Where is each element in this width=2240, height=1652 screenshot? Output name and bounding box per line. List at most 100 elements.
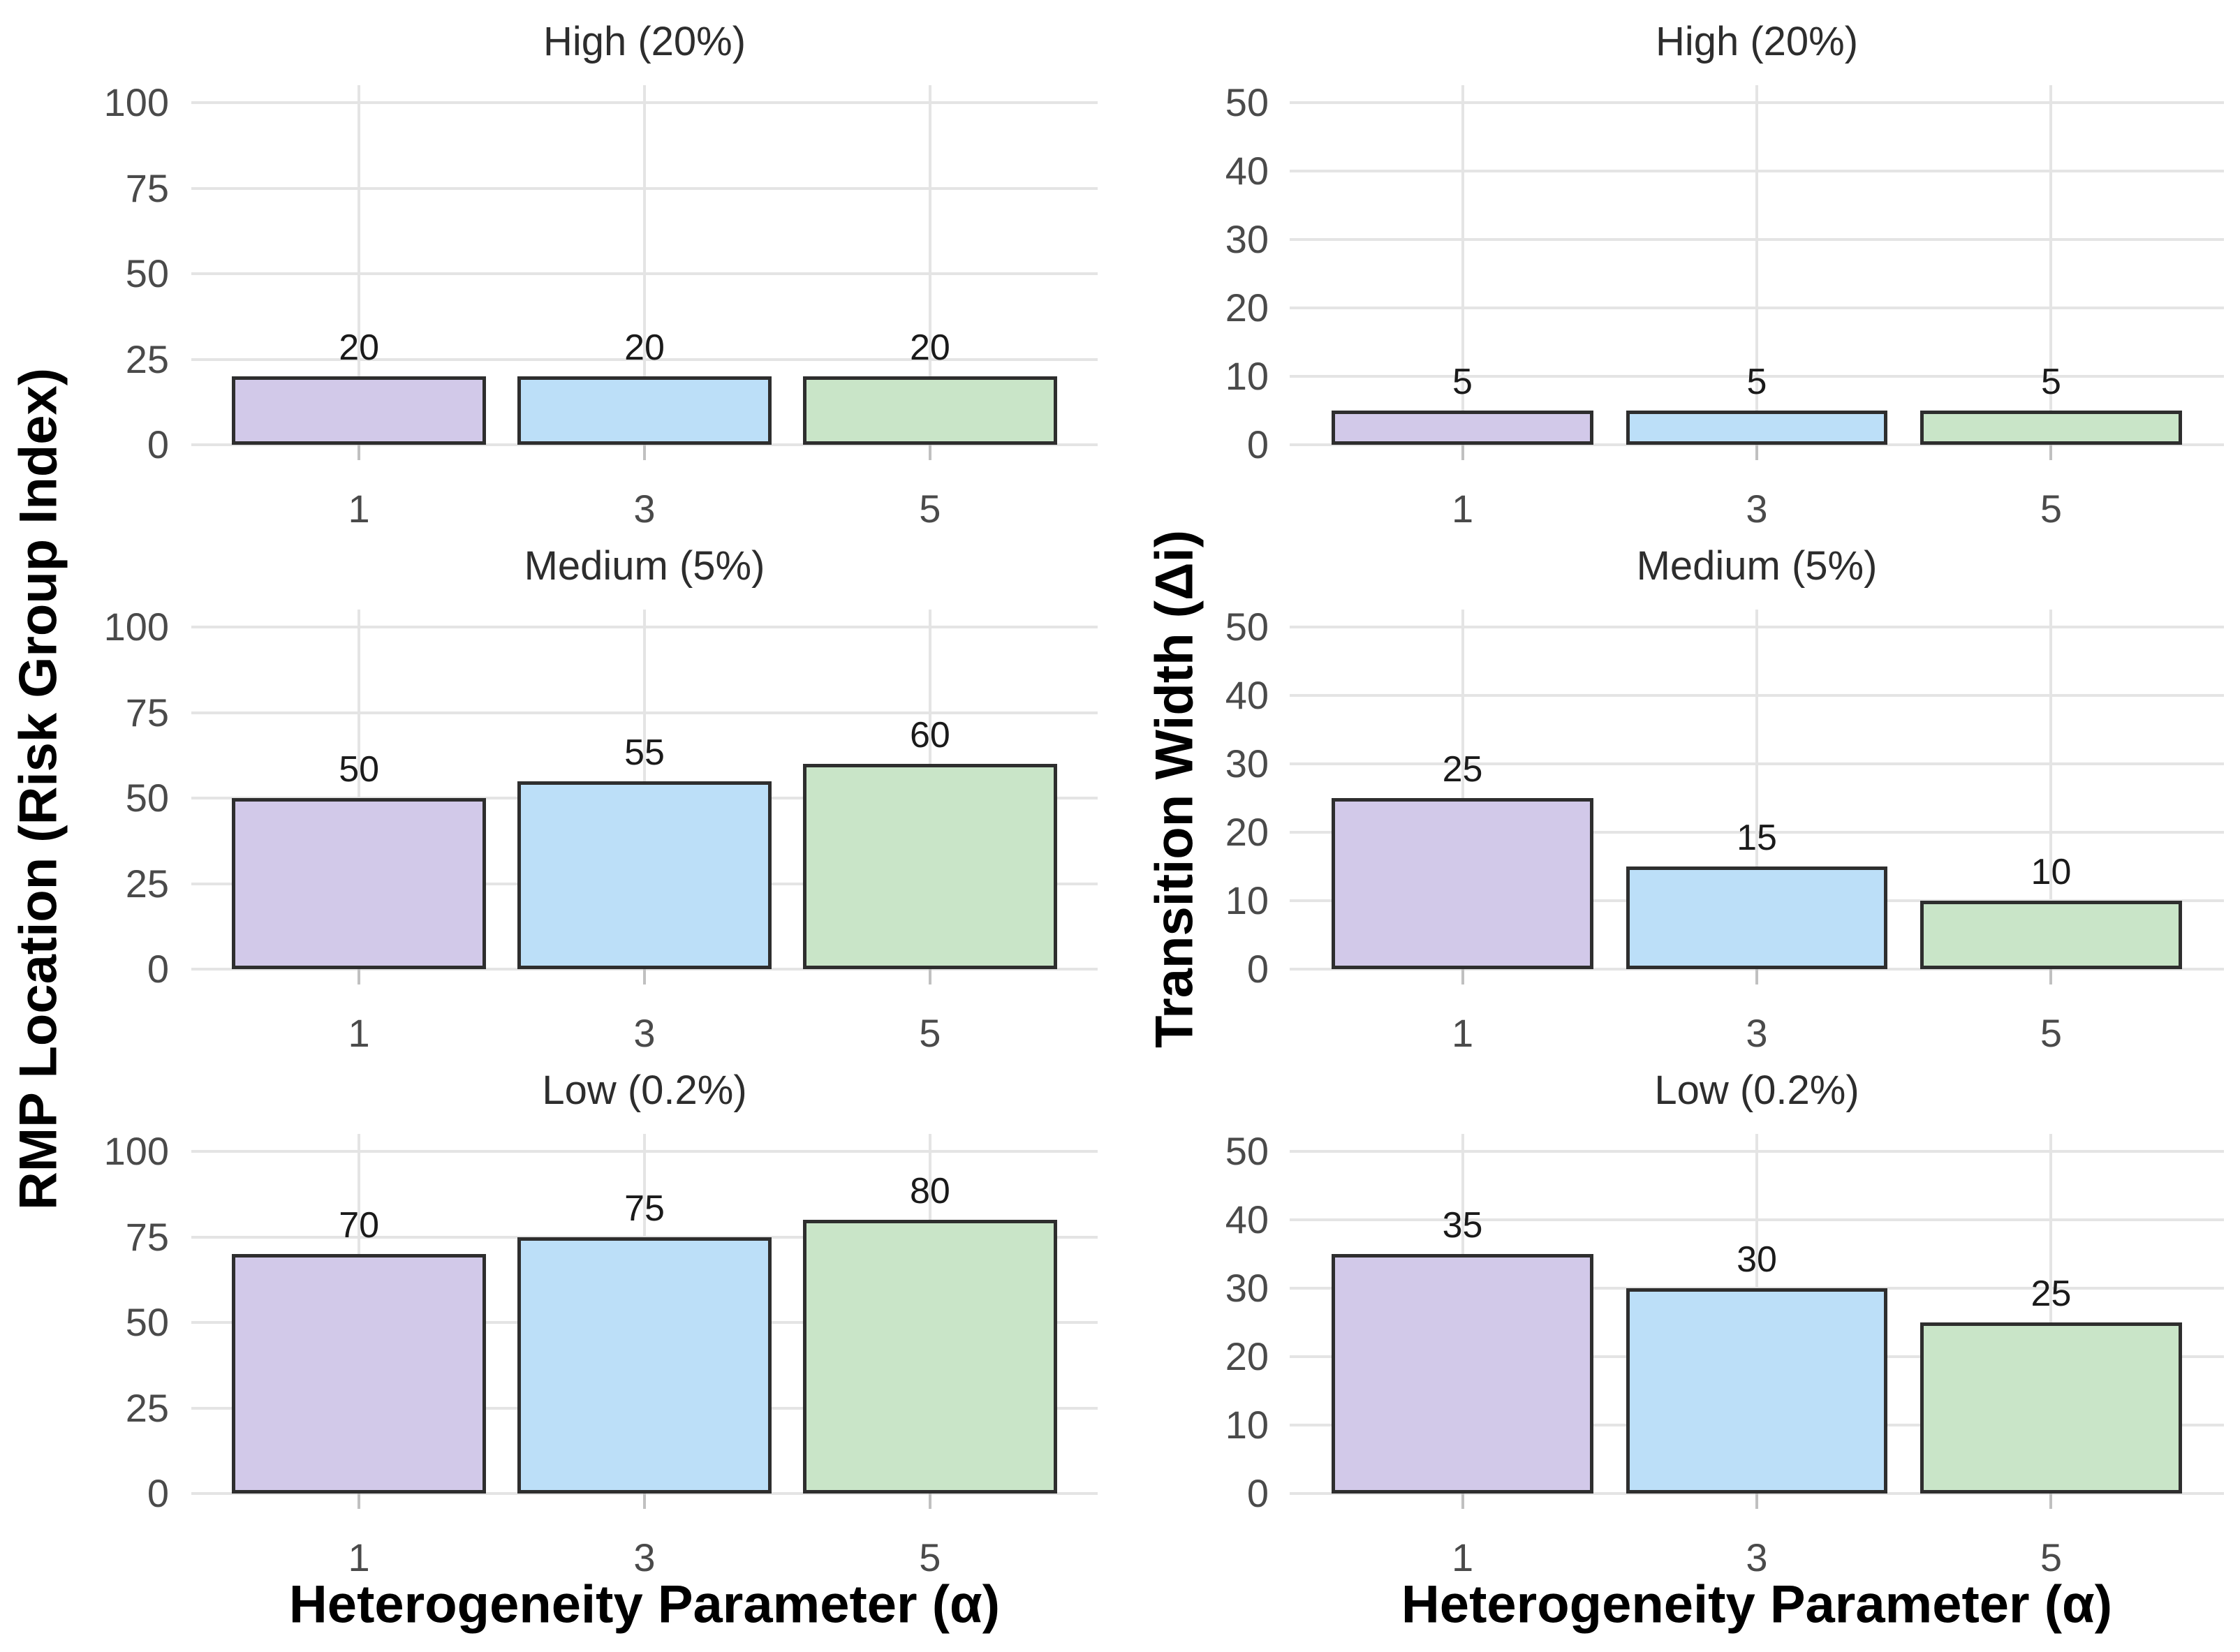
- y-tick-label-50-right-2: 50: [1225, 1129, 1269, 1173]
- x-tick-label-3-right-1: 3: [1746, 1011, 1768, 1055]
- x-tick-label-5-left-2: 5: [919, 1535, 941, 1579]
- bar-value-label-right-0-x3: 5: [1746, 362, 1767, 402]
- x-tick-mark-1-right-0: [1461, 445, 1464, 460]
- x-axis-title-left: Heterogeneity Parameter (α): [288, 1574, 1001, 1635]
- y-tick-label-40-right-2: 40: [1225, 1197, 1269, 1241]
- x-tick-mark-1-right-1: [1461, 969, 1464, 984]
- facet-title-right-1: Medium (5%): [1636, 543, 1878, 589]
- bar-right-0-x5: [1920, 411, 2182, 445]
- x-tick-label-5-right-0: 5: [2040, 487, 2063, 531]
- facet-title-right-2: Low (0.2%): [1654, 1068, 1859, 1113]
- facet-title-left-0: High (20%): [543, 19, 746, 64]
- y-tick-label-20-right-2: 20: [1225, 1334, 1269, 1378]
- bar-value-label-left-2-x5: 80: [909, 1171, 950, 1211]
- x-tick-mark-1-left-0: [358, 445, 361, 460]
- bar-right-1-x1: [1332, 798, 1593, 969]
- bar-value-label-right-1-x3: 15: [1737, 818, 1777, 858]
- bar-left-1-x5: [803, 764, 1057, 969]
- bar-value-label-left-0-x3: 20: [624, 327, 665, 368]
- y-tick-label-40-right-0: 40: [1225, 149, 1269, 193]
- bar-value-label-right-2-x3: 30: [1737, 1239, 1777, 1280]
- y-tick-label-100-left-1: 100: [103, 605, 169, 649]
- bar-value-label-left-2-x3: 75: [624, 1188, 665, 1229]
- x-tick-label-5-left-1: 5: [919, 1011, 941, 1055]
- x-axis-title-right: Heterogeneity Parameter (α): [1401, 1574, 2113, 1635]
- y-tick-label-20-right-1: 20: [1225, 810, 1269, 854]
- y-tick-label-75-left-1: 75: [125, 690, 169, 735]
- x-tick-mark-1-left-2: [358, 1494, 361, 1509]
- facet-title-right-0: High (20%): [1655, 19, 1859, 64]
- x-tick-label-3-left-1: 3: [633, 1011, 656, 1055]
- y-tick-label-0-left-2: 0: [147, 1471, 169, 1515]
- bar-right-2-x5: [1920, 1322, 2182, 1494]
- x-tick-label-3-left-2: 3: [633, 1535, 656, 1579]
- x-tick-label-3-right-2: 3: [1746, 1535, 1768, 1579]
- x-tick-label-1-left-1: 1: [348, 1011, 370, 1055]
- x-tick-mark-5-right-1: [2049, 969, 2053, 984]
- x-tick-mark-3-left-2: [643, 1494, 646, 1509]
- y-tick-label-30-right-1: 30: [1225, 742, 1269, 786]
- x-tick-mark-3-right-2: [1755, 1494, 1758, 1509]
- x-tick-mark-5-left-0: [928, 445, 931, 460]
- gridline-x-3-right-1: [1755, 610, 1758, 969]
- x-tick-mark-5-right-2: [2049, 1494, 2053, 1509]
- bar-left-1-x1: [232, 798, 486, 969]
- y-tick-label-75-left-0: 75: [125, 165, 169, 210]
- x-tick-label-5-right-2: 5: [2040, 1535, 2063, 1579]
- facet-title-left-2: Low (0.2%): [542, 1068, 747, 1113]
- y-tick-label-100-left-2: 100: [103, 1129, 169, 1173]
- y-tick-label-10-right-1: 10: [1225, 878, 1269, 922]
- y-tick-label-30-right-0: 30: [1225, 217, 1269, 261]
- y-tick-label-50-right-0: 50: [1225, 80, 1269, 124]
- gridline-x-1-right-0: [1461, 85, 1464, 445]
- bar-left-2-x1: [232, 1254, 486, 1494]
- bar-left-1-x3: [517, 781, 772, 969]
- bar-value-label-right-1-x5: 10: [2031, 852, 2072, 892]
- gridline-x-3-right-0: [1755, 85, 1758, 445]
- y-tick-label-25-left-2: 25: [125, 1385, 169, 1430]
- bar-right-0-x1: [1332, 411, 1593, 445]
- y-tick-label-40-right-1: 40: [1225, 673, 1269, 717]
- gridline-x-1-left-0: [358, 85, 361, 445]
- y-tick-label-0-right-2: 0: [1246, 1471, 1269, 1515]
- y-tick-label-30-right-2: 30: [1225, 1266, 1269, 1310]
- bar-left-0-x5: [803, 376, 1057, 445]
- bar-right-2-x3: [1626, 1288, 1888, 1494]
- x-tick-mark-5-right-0: [2049, 445, 2053, 460]
- x-tick-label-1-right-2: 1: [1451, 1535, 1474, 1579]
- x-tick-mark-5-left-1: [928, 969, 931, 984]
- bar-value-label-right-0-x5: 5: [2041, 362, 2061, 402]
- y-tick-label-50-left-1: 50: [125, 776, 169, 820]
- x-tick-mark-3-right-0: [1755, 445, 1758, 460]
- y-tick-label-75-left-2: 75: [125, 1214, 169, 1259]
- gridline-x-5-right-1: [2049, 610, 2053, 969]
- x-tick-mark-3-left-1: [643, 969, 646, 984]
- y-tick-label-0-left-0: 0: [147, 422, 169, 466]
- x-tick-label-1-left-2: 1: [348, 1535, 370, 1579]
- x-tick-mark-1-left-1: [358, 969, 361, 984]
- bar-value-label-right-2-x5: 25: [2031, 1274, 2072, 1314]
- bar-value-label-left-0-x1: 20: [339, 327, 380, 368]
- gridline-x-1-right-1: [1461, 610, 1464, 969]
- y-tick-label-50-left-2: 50: [125, 1300, 169, 1344]
- x-tick-label-1-right-1: 1: [1451, 1011, 1474, 1055]
- facet-title-left-1: Medium (5%): [524, 543, 765, 589]
- y-tick-label-25-left-1: 25: [125, 861, 169, 906]
- x-tick-label-1-right-0: 1: [1451, 487, 1474, 531]
- x-tick-mark-3-right-1: [1755, 969, 1758, 984]
- bar-right-1-x5: [1920, 901, 2182, 969]
- bar-value-label-left-0-x5: 20: [909, 327, 950, 368]
- gridline-x-3-left-0: [643, 85, 646, 445]
- x-tick-label-3-left-0: 3: [633, 487, 656, 531]
- bar-value-label-right-2-x1: 35: [1442, 1205, 1483, 1246]
- bar-left-2-x5: [803, 1220, 1057, 1494]
- bar-value-label-right-0-x1: 5: [1452, 362, 1473, 402]
- bar-left-2-x3: [517, 1237, 772, 1494]
- bar-value-label-left-1-x5: 60: [909, 715, 950, 755]
- y-tick-label-0-right-1: 0: [1246, 947, 1269, 991]
- x-tick-label-1-left-0: 1: [348, 487, 370, 531]
- gridline-x-5-right-2: [2049, 1134, 2053, 1494]
- bar-value-label-left-1-x1: 50: [339, 749, 380, 790]
- y-tick-label-50-left-0: 50: [125, 251, 169, 295]
- y-tick-label-20-right-0: 20: [1225, 286, 1269, 330]
